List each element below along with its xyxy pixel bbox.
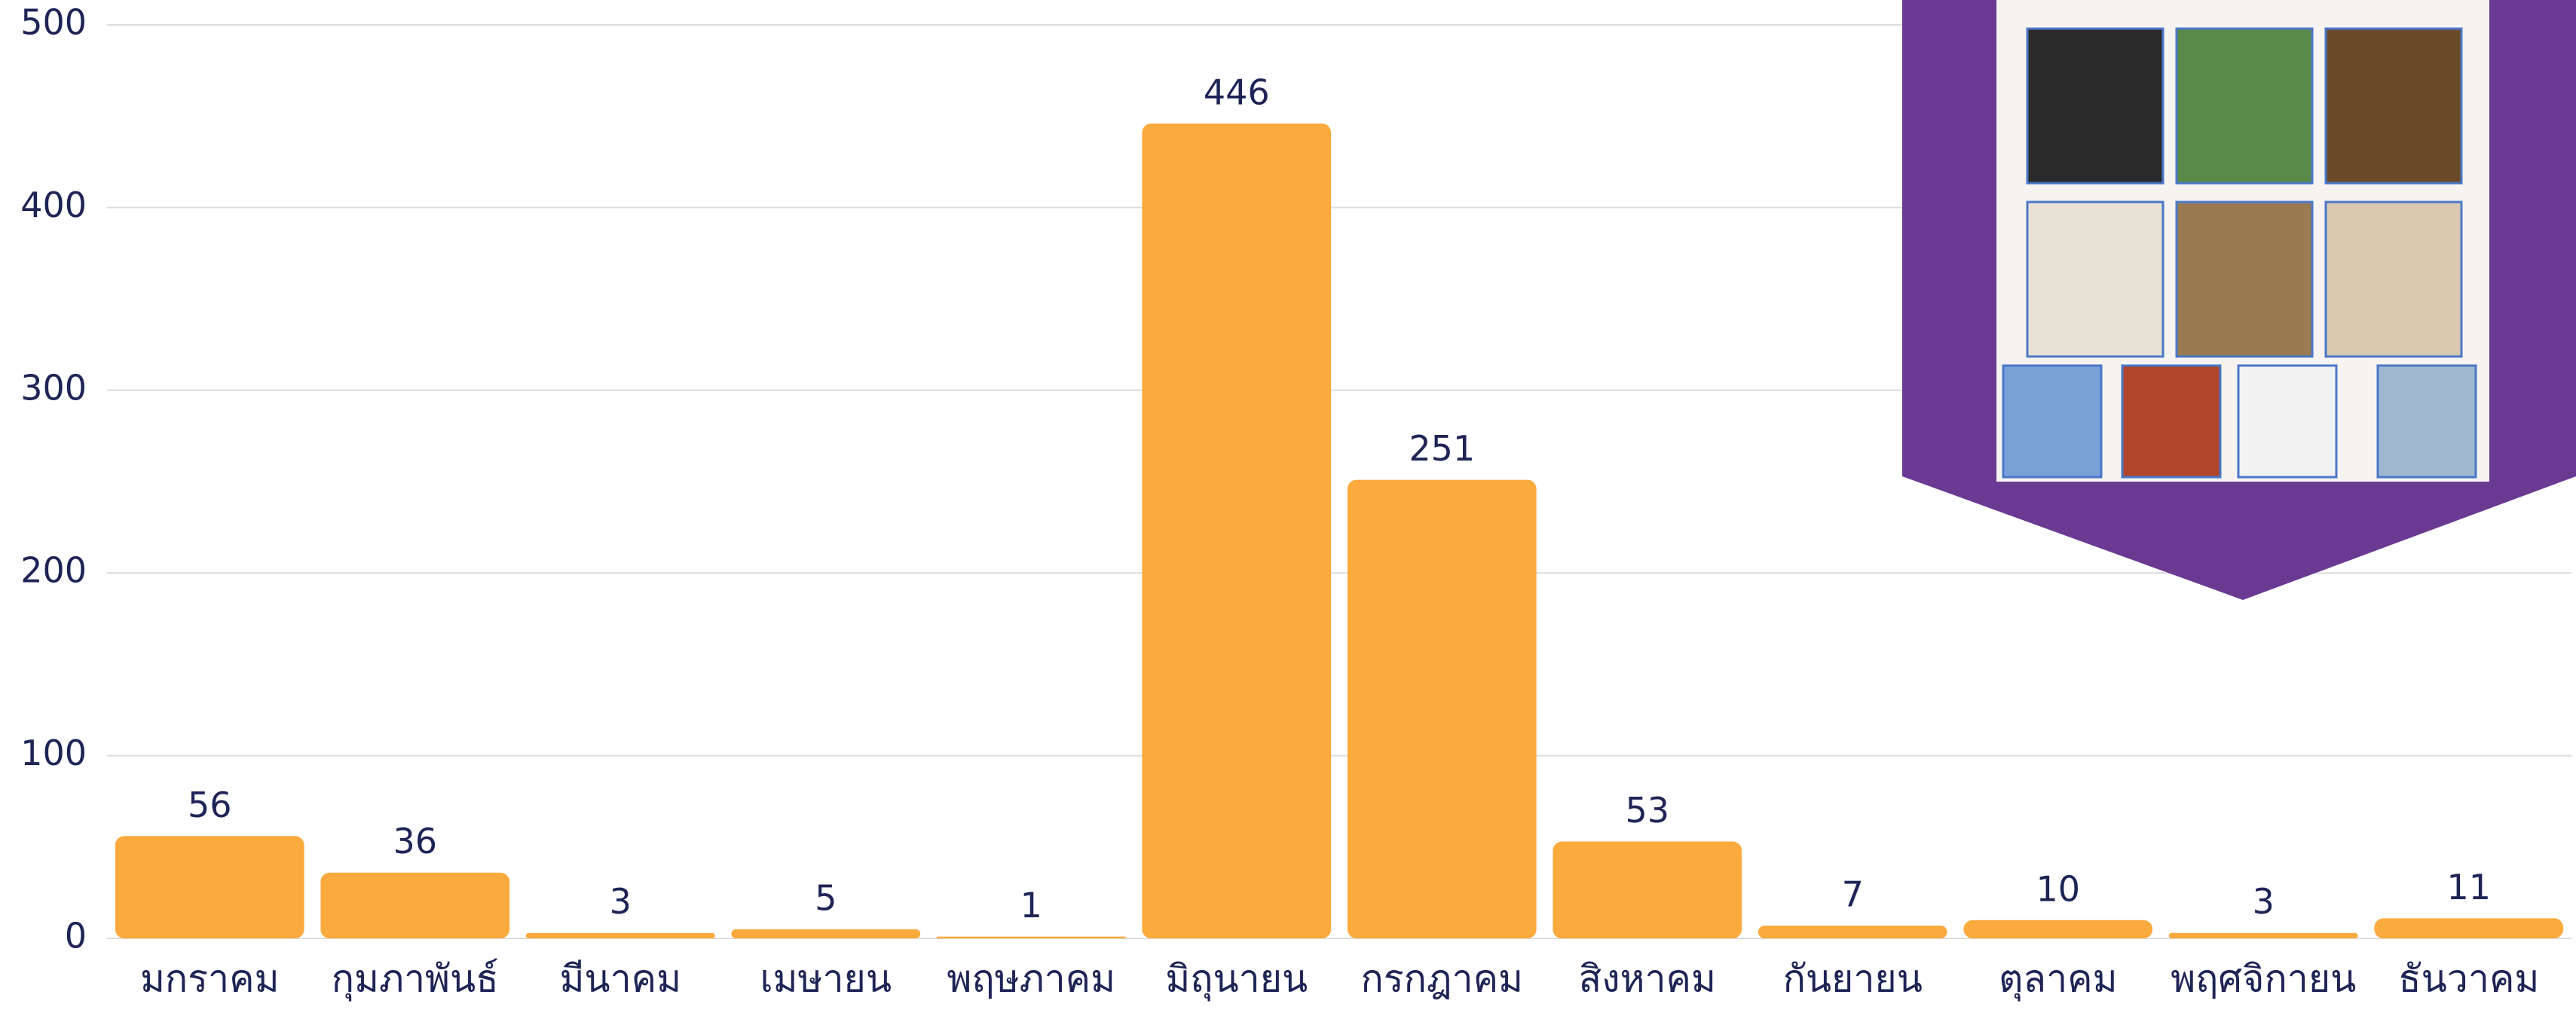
bar <box>320 873 509 938</box>
x-tick-label: กรกฎาคม <box>1361 957 1523 1001</box>
advert-image <box>1902 0 2576 600</box>
x-tick-label: มีนาคม <box>559 957 681 1001</box>
y-tick-label: 200 <box>20 550 87 591</box>
x-tick-label: สิงหาคม <box>1579 957 1716 1001</box>
y-tick-label: 100 <box>20 733 87 773</box>
y-tick-label: 400 <box>20 185 87 225</box>
value-label: 36 <box>393 821 437 862</box>
bar <box>1553 842 1742 938</box>
bar <box>2374 918 2563 938</box>
value-label: 3 <box>2253 881 2275 922</box>
value-label: 5 <box>815 877 837 918</box>
bar <box>1348 480 1537 938</box>
chart: 0 100 200 300 400 500 56 มกราคม 36 กุมภาพันธ์ 3 มีน… <box>0 0 2576 1010</box>
game-thumbnails <box>2003 29 2476 477</box>
bar <box>731 929 920 938</box>
value-label: 53 <box>1625 790 1669 831</box>
value-label: 56 <box>188 785 232 825</box>
x-tick-label: มิถุนายน <box>1165 957 1308 1002</box>
x-tick-label: กันยายน <box>1783 957 1923 1001</box>
value-label: 446 <box>1204 72 1270 112</box>
bar <box>526 933 715 938</box>
x-tick-label: เมษายน <box>760 957 892 1001</box>
value-label: 11 <box>2446 867 2491 907</box>
y-tick-label: 0 <box>65 916 87 956</box>
bar <box>2169 933 2358 938</box>
bar <box>937 937 1126 938</box>
x-tick-label: มกราคม <box>140 957 280 1001</box>
value-label: 7 <box>1842 874 1864 915</box>
bar <box>1758 926 1947 938</box>
value-label: 3 <box>610 881 632 922</box>
value-label: 1 <box>1020 885 1042 926</box>
x-tick-label: พฤษภาคม <box>947 957 1115 1001</box>
x-tick-label: กุมภาพันธ์ <box>332 957 499 1002</box>
y-tick-label: 300 <box>20 367 87 408</box>
y-tick-label: 500 <box>20 2 87 43</box>
bar <box>1963 920 2152 938</box>
value-label: 10 <box>2036 868 2080 909</box>
x-tick-label: พฤศจิกายน <box>2171 957 2356 1001</box>
x-tick-label: ตุลาคม <box>1999 957 2118 1002</box>
bar <box>115 836 304 938</box>
bar <box>1142 124 1331 938</box>
value-label: 251 <box>1409 428 1475 469</box>
x-tick-label: ธันวาคม <box>2398 957 2539 1001</box>
